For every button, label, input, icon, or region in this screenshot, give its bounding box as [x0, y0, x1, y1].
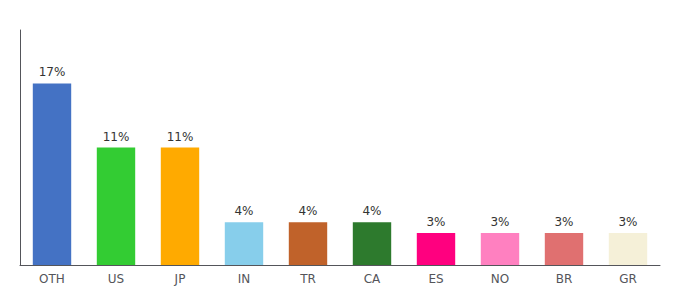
svg-text:US: US	[108, 272, 124, 286]
svg-text:3%: 3%	[554, 215, 573, 229]
svg-text:OTH: OTH	[39, 272, 65, 286]
svg-text:11%: 11%	[103, 130, 130, 144]
svg-text:4%: 4%	[234, 204, 253, 218]
svg-text:17%: 17%	[39, 65, 66, 79]
svg-text:4%: 4%	[362, 204, 381, 218]
svg-text:ES: ES	[428, 272, 443, 286]
svg-text:GR: GR	[619, 272, 637, 286]
svg-text:IN: IN	[238, 272, 251, 286]
svg-text:TR: TR	[299, 272, 316, 286]
svg-text:CA: CA	[364, 272, 381, 286]
svg-text:JP: JP	[174, 272, 186, 286]
svg-text:3%: 3%	[490, 215, 509, 229]
svg-text:NO: NO	[491, 272, 509, 286]
svg-text:3%: 3%	[426, 215, 445, 229]
svg-text:4%: 4%	[298, 204, 317, 218]
svg-text:BR: BR	[556, 272, 573, 286]
svg-text:3%: 3%	[618, 215, 637, 229]
svg-text:11%: 11%	[167, 130, 194, 144]
